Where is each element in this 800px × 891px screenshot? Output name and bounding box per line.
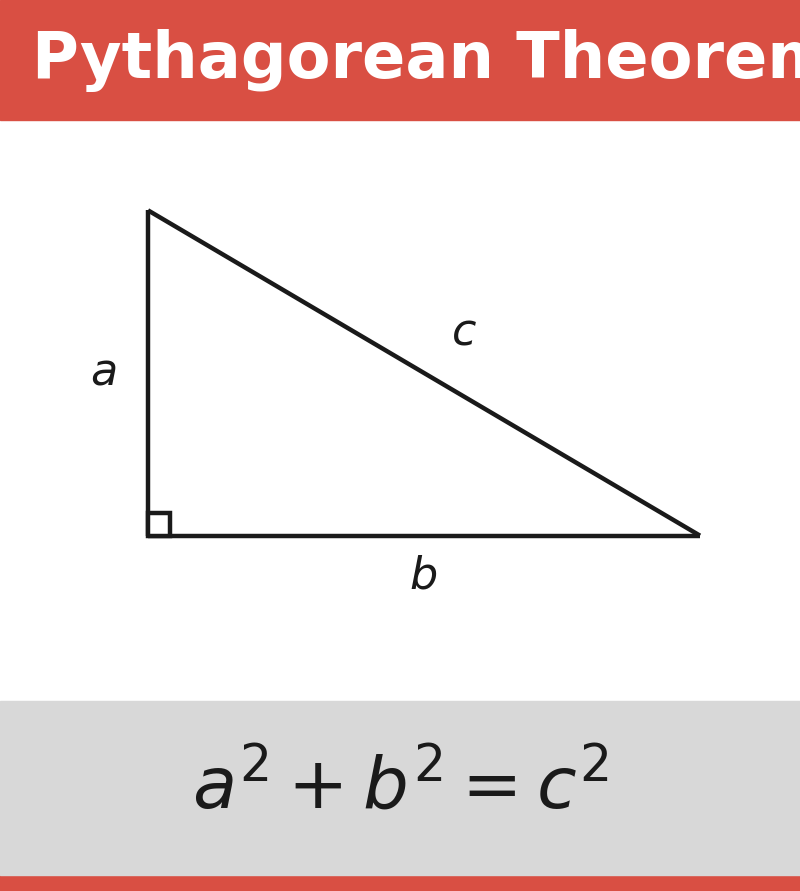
- Text: Pythagorean Theorem: Pythagorean Theorem: [32, 29, 800, 92]
- Bar: [0, 0, 800, 120]
- Text: a: a: [90, 351, 118, 395]
- Text: c: c: [452, 311, 476, 355]
- Bar: [0, 701, 800, 875]
- Bar: [148, 513, 170, 535]
- Text: b: b: [410, 554, 438, 597]
- Bar: [0, 875, 800, 891]
- Text: $a^2 + b^2 = c^2$: $a^2 + b^2 = c^2$: [192, 752, 608, 824]
